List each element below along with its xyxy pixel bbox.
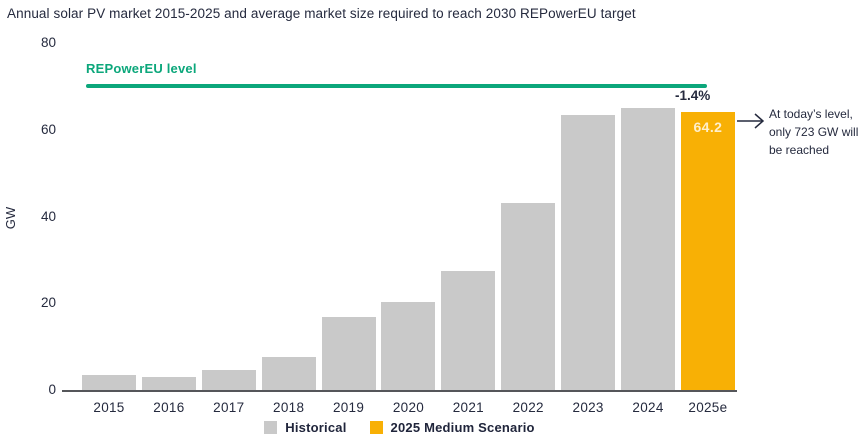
x-tick-2025e: 2025e xyxy=(688,400,728,415)
y-tick-20: 20 xyxy=(40,295,56,311)
bar-slot-2017: 2017 xyxy=(201,43,256,415)
bar-slot-2021: 2021 xyxy=(441,43,496,415)
legend: Historical 2025 Medium Scenario xyxy=(62,420,737,435)
x-tick-2022: 2022 xyxy=(512,400,544,415)
bar-slot-2023: 2023 xyxy=(561,43,616,415)
legend-label: Historical xyxy=(285,420,347,435)
bar-2025e: 64.2 xyxy=(680,112,735,390)
bar-2015 xyxy=(82,375,136,390)
bar-2018 xyxy=(261,357,316,390)
bar-2016 xyxy=(141,377,196,390)
legend-item-2025-medium-scenario: 2025 Medium Scenario xyxy=(369,420,535,435)
bar-slot-2019: 2019 xyxy=(321,43,376,415)
bar-slot-2018: 2018 xyxy=(261,43,316,415)
bar-2017 xyxy=(201,370,256,390)
reference-line-label: REPowerEU level xyxy=(86,61,197,76)
bar-2023 xyxy=(561,115,616,390)
bar-slot-2025e: 64.2 2025e xyxy=(680,43,735,415)
x-tick-2021: 2021 xyxy=(452,400,484,415)
bar-slot-2022: 2022 xyxy=(501,43,556,415)
x-tick-2024: 2024 xyxy=(632,400,664,415)
bar-slot-2020: 2020 xyxy=(381,43,436,415)
x-tick-2017: 2017 xyxy=(213,400,245,415)
bar-2020 xyxy=(381,302,436,390)
legend-swatch-icon xyxy=(369,421,383,434)
x-axis-line xyxy=(62,390,737,392)
legend-swatch-icon xyxy=(264,421,278,434)
plot-area: 2015 2016 2017 2018 2019 2020 2021 2022 2023 2024… xyxy=(62,43,737,415)
legend-item-historical: Historical xyxy=(264,420,346,435)
x-tick-2018: 2018 xyxy=(273,400,305,415)
reference-line xyxy=(86,84,707,89)
chart-title: Annual solar PV market 2015-2025 and ave… xyxy=(7,6,636,21)
y-tick-60: 60 xyxy=(40,121,56,137)
y-axis-label: GW xyxy=(3,206,18,230)
x-tick-2023: 2023 xyxy=(572,400,604,415)
bar-slot-2024: 2024 xyxy=(621,43,676,415)
bar-2024 xyxy=(621,108,676,390)
y-tick-0: 0 xyxy=(48,382,56,397)
x-tick-2015: 2015 xyxy=(93,400,125,415)
bar-value-label: 64.2 xyxy=(693,119,723,135)
bar-2022 xyxy=(501,203,556,390)
x-tick-2016: 2016 xyxy=(153,400,185,415)
bar-2019 xyxy=(321,317,376,390)
bar-2021 xyxy=(441,271,496,390)
bars-group: 2015 2016 2017 2018 2019 2020 2021 2022 2023 2024… xyxy=(62,43,737,415)
legend-label: 2025 Medium Scenario xyxy=(390,420,535,435)
bar-slot-2015: 2015 xyxy=(82,43,136,415)
x-tick-2020: 2020 xyxy=(392,400,425,415)
y-tick-80: 80 xyxy=(40,35,56,50)
bar-slot-2016: 2016 xyxy=(141,43,196,415)
callout-annotation: At today’s level, only 723 GW will be re… xyxy=(769,107,859,157)
y-tick-40: 40 xyxy=(40,208,56,224)
arrow-right-icon xyxy=(737,113,765,129)
x-tick-2019: 2019 xyxy=(332,400,365,415)
pct-change-label: -1.4% xyxy=(675,88,711,103)
